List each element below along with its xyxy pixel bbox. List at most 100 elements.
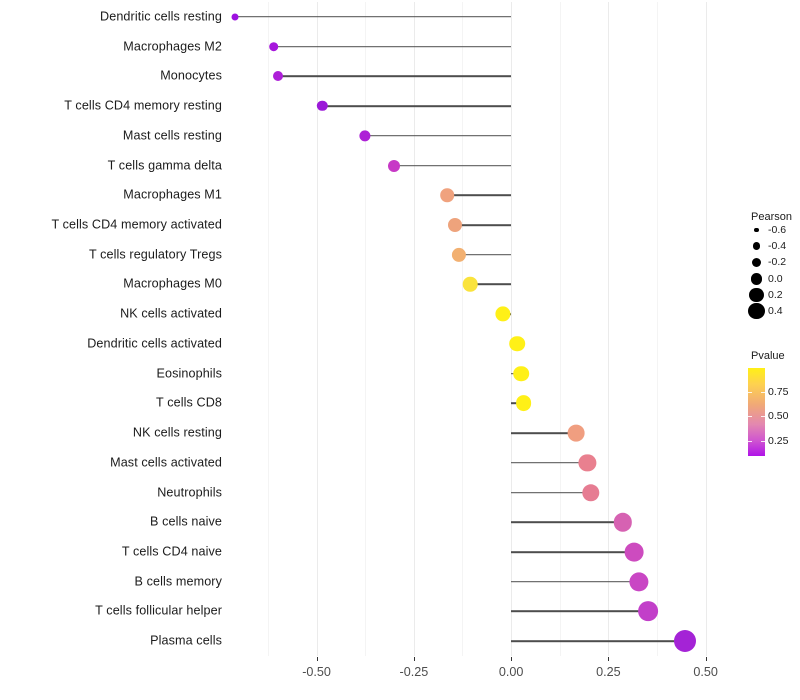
y-axis-tick-label: Macrophages M1 [123,187,222,202]
gridline-minor [462,2,464,656]
size-legend-key [748,286,765,303]
lollipop-point[interactable] [388,159,401,172]
lollipop-point[interactable] [451,247,466,262]
size-legend-key [748,270,765,287]
x-axis-tick-label: 0.50 [693,665,718,679]
size-legend-key-label: 0.0 [768,272,783,285]
colorbar-tick-label: 0.50 [768,410,789,423]
lollipop-point[interactable] [359,130,371,142]
size-legend-dot [752,242,761,250]
lollipop-point[interactable] [269,41,279,52]
lollipop-stem [277,75,512,78]
size-legend-dot [754,227,759,233]
lollipop-stem [454,224,512,226]
x-axis-tick-label: -0.25 [399,665,429,679]
y-axis-tick-label: Macrophages M2 [123,39,222,54]
lollipop-point[interactable] [515,395,532,412]
y-axis-tick-label: NK cells activated [120,306,222,321]
lollipop-point[interactable] [272,71,283,82]
size-legend-title: Pearson [751,211,792,223]
lollipop-stem [511,551,635,553]
y-axis-tick-label: B cells memory [134,574,222,589]
colorbar-tick-label: 0.75 [768,385,789,398]
colorbar-tick-label: 0.25 [768,435,789,448]
y-axis-tick-label: T cells CD4 memory activated [51,217,222,232]
x-axis-tick-mark [608,657,610,661]
lollipop-point[interactable] [582,483,600,502]
y-axis-tick-label: Dendritic cells activated [87,336,222,351]
x-axis-tick-label: 0.25 [596,665,621,679]
y-axis-tick-label: Macrophages M0 [123,277,222,292]
plot-panel [231,2,729,656]
x-axis-tick-mark [413,657,415,661]
y-axis-tick-label: Mast cells activated [110,455,222,470]
x-axis-tick-label: 0.00 [498,665,524,679]
y-axis-tick-label: Monocytes [160,69,222,84]
colorbar-tick-mark [761,391,765,393]
y-axis-tick-label: T cells CD8 [156,396,222,411]
lollipop-point[interactable] [447,217,462,232]
lollipop-point[interactable] [568,424,585,442]
y-axis-labels: Dendritic cells resting Macrophages M2 Mon… [0,0,222,700]
lollipop-point[interactable] [578,454,596,472]
y-axis-tick-label: T cells gamma delta [107,158,222,173]
y-axis-tick-label: Eosinophils [156,366,222,381]
lollipop-point[interactable] [509,336,525,352]
lollipop-point[interactable] [317,100,328,112]
colorbar-tick-mark [748,391,752,393]
size-legend-key [748,254,765,271]
lollipop-stem [511,610,649,613]
size-legend-dot [750,272,763,285]
lollipop-point[interactable] [513,365,530,382]
pvalue-colorbar [748,368,765,456]
gridline-minor [267,2,269,656]
lollipop-stem [511,640,686,642]
lollipop-point[interactable] [231,13,239,21]
size-legend-key [748,238,765,255]
lollipop-point[interactable] [625,542,644,562]
lollipop-stem [511,580,639,583]
y-axis-tick-label: T cells CD4 memory resting [64,98,222,113]
y-axis-tick-label: B cells naive [150,514,222,529]
y-axis-tick-label: Mast cells resting [122,128,222,143]
size-legend-key-label: 0.2 [768,288,783,301]
lollipop-stem [511,521,623,524]
y-axis-tick-label: T cells follicular helper [95,604,222,619]
colorbar-tick-mark [748,441,752,443]
size-legend-key [748,302,765,320]
gridline-minor [559,2,561,656]
gridline-minor [365,2,367,656]
size-legend-key-label: -0.2 [768,256,787,269]
lollipop-point[interactable] [674,630,697,653]
lollipop-stem [458,253,512,256]
size-legend-key-label: -0.4 [768,240,787,253]
lollipop-stem [446,194,512,197]
lollipop-point[interactable] [629,572,649,592]
size-legend-dot [751,257,762,268]
gridline-major [608,2,610,656]
size-legend-key-label: -0.6 [768,224,787,236]
x-axis-tick-mark [705,657,707,661]
lollipop-point[interactable] [440,188,454,203]
lollipop-stem [511,491,591,494]
lollipop-stem [365,134,512,137]
y-axis-tick-label: Neutrophils [157,485,222,500]
lollipop-point[interactable] [494,306,511,322]
gridline-major [511,2,513,656]
lollipop-point[interactable] [462,277,478,292]
size-legend-key-label: 0.4 [768,305,783,317]
lollipop-stem [511,461,588,464]
lollipop-stem [394,164,512,167]
lollipop-point[interactable] [638,601,658,622]
size-legend-key [748,222,765,239]
gridline-major [705,2,707,656]
size-legend-dot [749,287,764,302]
gridline-minor [657,2,659,656]
y-axis-tick-label: Dendritic cells resting [100,9,222,24]
x-axis-tick-label: -0.50 [302,665,331,679]
lollipop-point[interactable] [613,513,632,532]
x-axis-tick-mark [511,657,513,661]
y-axis-tick-label: T cells regulatory Tregs [88,247,222,262]
size-legend-dot [748,302,765,320]
